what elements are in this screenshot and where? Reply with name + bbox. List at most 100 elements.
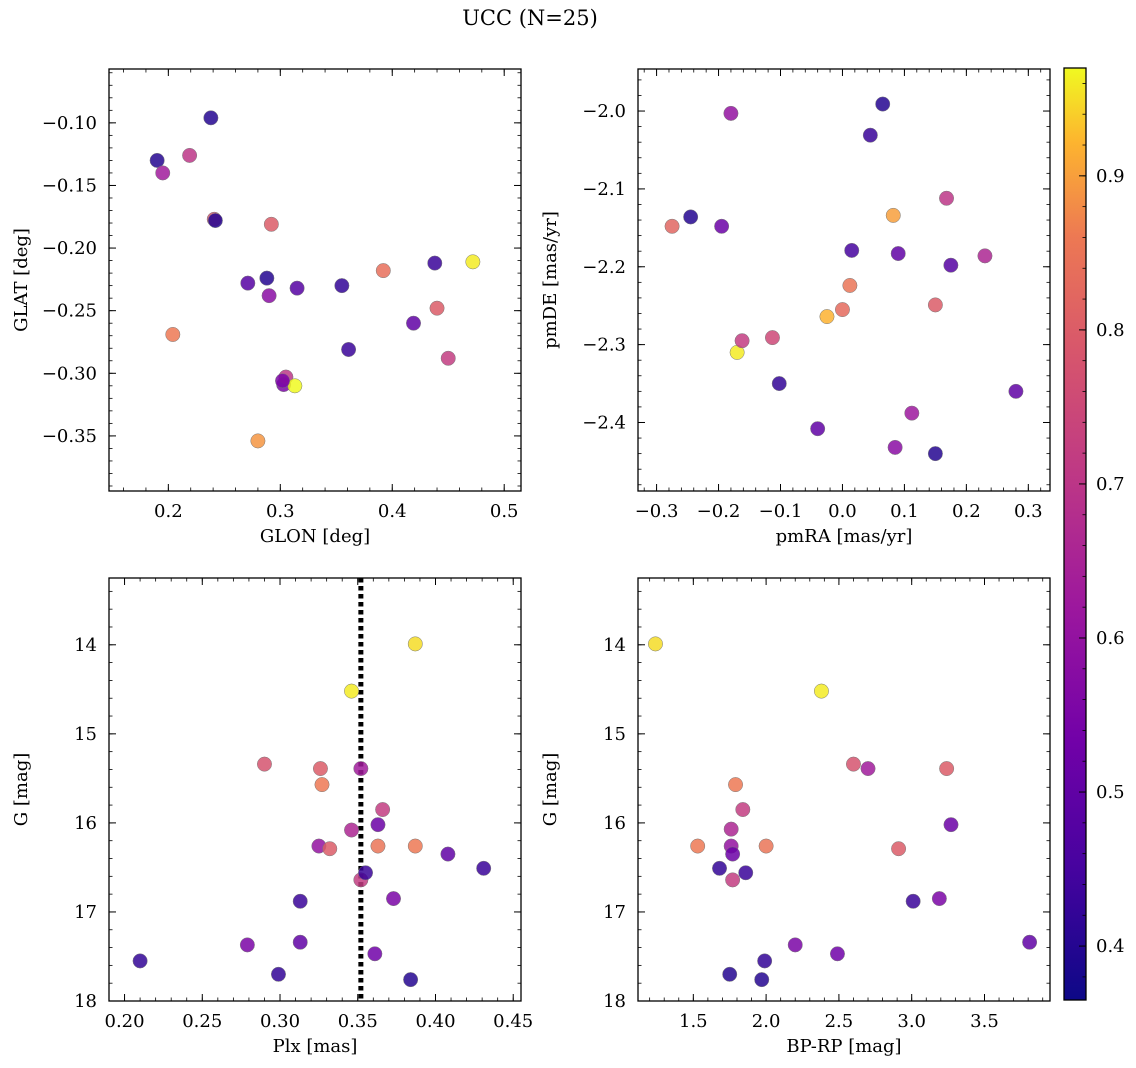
colorbar-tick-label: 0.4 [1096, 936, 1125, 957]
scatter-panel-glon-glat: 0.2 0.3 0.4 0.5 −0.35 −0.30 −0.25 −0.20 −0.15 −0.… [11, 68, 522, 547]
data-point [725, 846, 741, 862]
x-tick-label: 2.0 [752, 1011, 781, 1032]
data-point [207, 213, 223, 228]
y-tick-label: 16 [74, 813, 97, 834]
data-point [927, 446, 943, 462]
data-point [292, 934, 308, 950]
points-group [664, 96, 1024, 462]
x-tick-label: 0.40 [415, 1011, 455, 1032]
data-point [829, 946, 845, 962]
data-point [149, 152, 165, 168]
data-point [690, 838, 706, 854]
x-tick-label: −0.2 [697, 501, 741, 522]
data-point [312, 761, 328, 777]
x-axis-label: GLON [deg] [260, 526, 370, 547]
data-point [764, 330, 780, 346]
data-point [370, 817, 386, 833]
data-point [440, 350, 456, 366]
data-point [757, 953, 773, 969]
data-point [367, 946, 383, 962]
data-point [155, 165, 171, 181]
data-point [407, 636, 423, 652]
data-point [927, 297, 943, 313]
data-point [375, 263, 391, 279]
axes-frame [108, 68, 522, 492]
data-point [754, 972, 770, 988]
data-point [787, 937, 803, 953]
data-point [240, 275, 256, 291]
x-tick-label: 0.4 [378, 501, 407, 522]
data-point [370, 838, 386, 854]
data-point [259, 270, 275, 286]
y-tick-label: 18 [74, 991, 97, 1012]
data-point [182, 147, 198, 163]
data-point [734, 333, 750, 349]
data-point [723, 821, 739, 837]
y-tick-label: 16 [603, 813, 626, 834]
y-tick-label: −0.15 [42, 175, 97, 196]
data-point [386, 891, 401, 907]
data-point [725, 872, 741, 888]
data-point [203, 110, 219, 126]
scatter-panel-plx-g: 0.20 0.25 0.30 0.35 0.40 0.45 14 15 16 17 18 Plx [m… [11, 577, 533, 1057]
data-point [939, 761, 955, 777]
scatter-panel-bprp-g: 1.5 2.0 2.5 3.0 3.5 14 15 16 17 18 BP-RP [mag] G [m… [540, 577, 1051, 1057]
data-point [905, 893, 921, 909]
x-tick-label: 0.0 [828, 501, 857, 522]
y-tick-label: 15 [74, 724, 97, 745]
data-point [712, 860, 727, 876]
data-point [292, 893, 308, 909]
points-group [149, 110, 481, 449]
x-tick-label: 0.20 [105, 1011, 145, 1032]
data-point [813, 683, 829, 699]
y-axis-label: G [mag] [540, 753, 561, 826]
y-tick-label: 18 [603, 991, 626, 1012]
data-point [904, 405, 920, 421]
y-axis-label: GLAT [deg] [11, 228, 32, 332]
data-point [885, 207, 901, 223]
data-point [344, 822, 359, 838]
data-point [714, 218, 730, 234]
y-tick-label: −0.20 [42, 238, 97, 259]
colorbar-tick-label: 0.5 [1096, 782, 1125, 803]
data-point [165, 327, 181, 342]
x-tick-label: 2.5 [825, 1011, 854, 1032]
data-point [403, 972, 419, 988]
data-point [1008, 383, 1024, 399]
data-point [427, 255, 443, 271]
x-tick-label: −0.3 [635, 501, 679, 522]
data-point [132, 953, 148, 969]
data-point [819, 309, 835, 325]
data-point [722, 966, 738, 982]
data-point [887, 439, 903, 455]
x-axis-label: BP-RP [mag] [786, 1036, 901, 1057]
y-tick-label: −0.35 [42, 426, 97, 447]
x-tick-label: −0.1 [759, 501, 803, 522]
data-point [891, 841, 907, 857]
figure-title: UCC (N=25) [462, 6, 598, 30]
data-point [465, 254, 481, 270]
y-tick-label: 15 [603, 724, 626, 745]
x-tick-label: 0.3 [1014, 501, 1043, 522]
y-tick-label: −2.3 [582, 335, 626, 356]
y-axis-label: pmDE [mas/yr] [540, 211, 561, 349]
axes-frame [108, 577, 522, 1002]
data-point [353, 761, 369, 777]
data-point [407, 838, 423, 854]
data-point [289, 280, 305, 296]
data-point [738, 865, 754, 881]
data-point [440, 846, 456, 862]
data-point [271, 966, 286, 982]
data-point [257, 756, 272, 772]
x-tick-label: 0.35 [338, 1011, 378, 1032]
data-point [358, 865, 373, 881]
data-point [314, 777, 330, 793]
colorbar-gradient [1064, 68, 1086, 1000]
scatter-panel-pmra-pmde: −0.3 −0.2 −0.1 0.0 0.1 0.2 0.3 −2.4 −2.3 −2.2 −2.1… [540, 68, 1051, 547]
data-point [735, 802, 751, 817]
colorbar-tick-label: 0.6 [1096, 628, 1125, 649]
data-point [261, 288, 277, 304]
y-tick-label: −0.25 [42, 301, 97, 322]
colorbar-tick-label: 0.9 [1096, 166, 1125, 187]
y-tick-label: 14 [74, 635, 97, 656]
